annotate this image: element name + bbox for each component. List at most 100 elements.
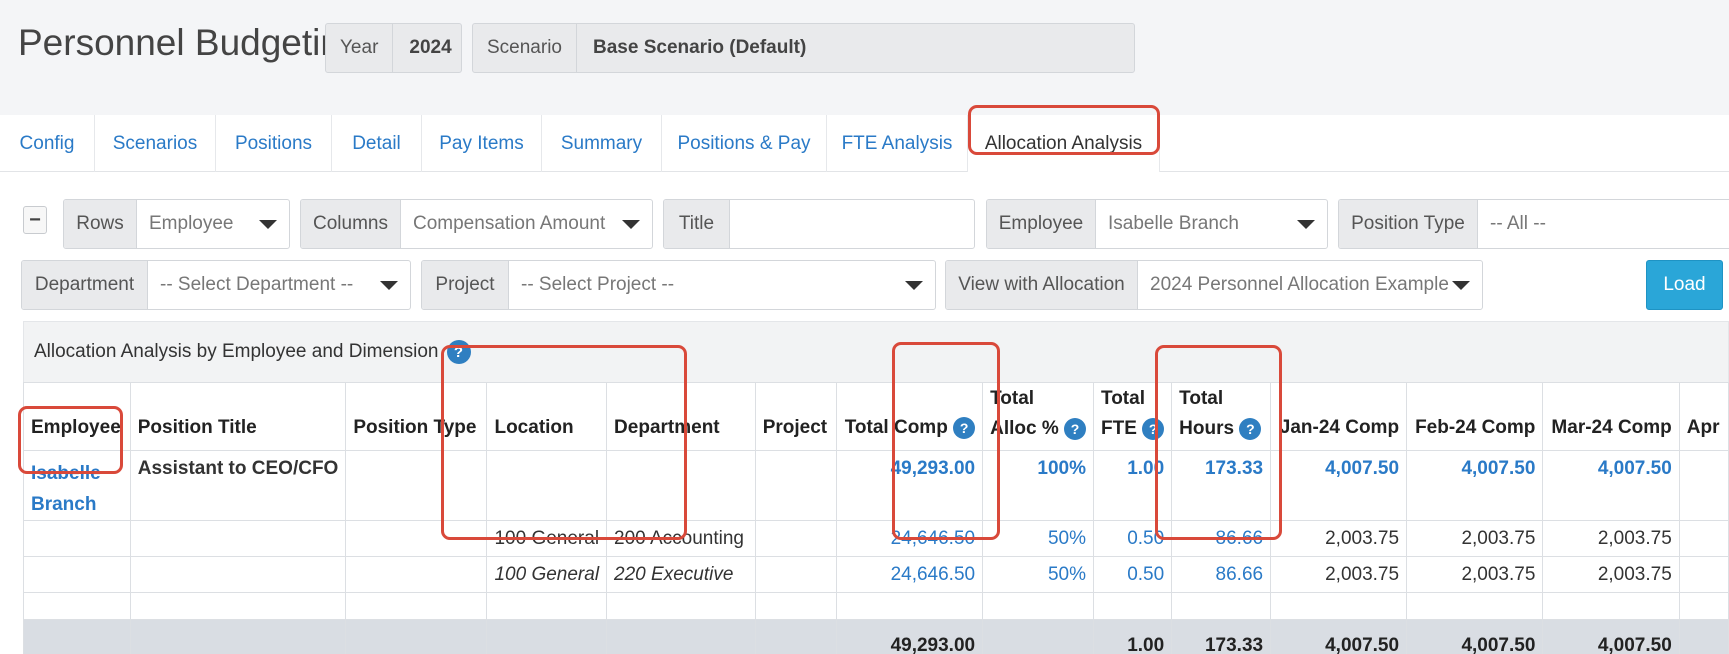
allocation-table: Employee Position Title Position Type Lo… xyxy=(23,382,1729,654)
tab-positions-pay[interactable]: Positions & Pay xyxy=(662,115,827,172)
title-input[interactable] xyxy=(730,200,974,248)
hours-cell[interactable]: 173.33 xyxy=(1171,450,1272,521)
fte-cell[interactable]: 1.00 xyxy=(1092,450,1173,521)
year-selector[interactable]: Year 2024 xyxy=(325,23,462,73)
blank-cell xyxy=(1270,592,1408,620)
allocation-value-text: 2024 Personnel Allocation Example xyxy=(1150,274,1449,295)
blank-cell xyxy=(1406,592,1544,620)
mar-cell: 2,003.75 xyxy=(1542,556,1680,593)
blank-cell xyxy=(606,592,756,620)
col-position-title[interactable]: Position Title xyxy=(129,382,347,451)
position-type-select[interactable]: Position Type -- All -- xyxy=(1338,199,1729,249)
feb-cell: 2,003.75 xyxy=(1406,556,1544,593)
columns-select[interactable]: Columns Compensation Amount xyxy=(300,199,653,249)
alloc-cell[interactable]: 50% xyxy=(982,520,1094,557)
chevron-down-icon xyxy=(380,281,398,290)
blank-cell xyxy=(836,592,984,620)
total-blank-cell xyxy=(606,619,756,654)
help-icon[interactable]: ? xyxy=(446,340,471,364)
col-total-hours[interactable]: Total Hours ? xyxy=(1171,382,1272,451)
total-comp-cell[interactable]: 49,293.00 xyxy=(836,450,984,521)
feb-total: 4,007.50 xyxy=(1406,619,1544,654)
fte-cell[interactable]: 0.50 xyxy=(1092,556,1173,593)
blank-cell xyxy=(982,592,1094,620)
help-icon[interactable]: ? xyxy=(1239,418,1262,440)
apr-total xyxy=(1678,619,1729,654)
totals-row: 49,293.00 1.00 173.33 4,007.50 4,007.50 … xyxy=(23,619,1729,654)
title-filter: Title xyxy=(663,199,975,249)
blank-cell xyxy=(1678,592,1729,620)
scenario-selector[interactable]: Scenario Base Scenario (Default) xyxy=(472,23,1135,73)
position-title-cell xyxy=(129,520,347,557)
alloc-cell[interactable]: 50% xyxy=(982,556,1094,593)
col-apr-comp[interactable]: Apr xyxy=(1678,382,1729,451)
department-value: -- Select Department -- xyxy=(148,261,410,309)
department-select[interactable]: Department -- Select Department -- xyxy=(21,260,411,310)
year-label: Year xyxy=(326,24,394,72)
col-total-comp[interactable]: Total Comp ? xyxy=(836,382,984,451)
blank-cell xyxy=(754,592,838,620)
blank-cell xyxy=(486,592,608,620)
col-total-alloc[interactable]: Total Alloc % ? xyxy=(982,382,1094,451)
project-select[interactable]: Project -- Select Project -- xyxy=(421,260,936,310)
employee-value: Isabelle Branch xyxy=(1096,200,1327,248)
chevron-down-icon xyxy=(1297,220,1315,229)
col-department[interactable]: Department xyxy=(606,382,756,451)
col-position-type[interactable]: Position Type xyxy=(345,382,488,451)
employee-first-name: Isabelle xyxy=(31,463,101,484)
jan-cell[interactable]: 4,007.50 xyxy=(1270,450,1408,521)
feb-cell[interactable]: 4,007.50 xyxy=(1406,450,1544,521)
title-label: Title xyxy=(664,200,730,248)
employee-link[interactable]: Isabelle Branch xyxy=(31,463,101,515)
col-feb-comp[interactable]: Feb-24 Comp xyxy=(1406,382,1544,451)
total-blank-cell xyxy=(486,619,608,654)
project-label: Project xyxy=(422,261,509,309)
tab-positions[interactable]: Positions xyxy=(216,115,332,172)
total-hours-total: 173.33 xyxy=(1171,619,1272,654)
tab-detail[interactable]: Detail xyxy=(332,115,422,172)
col-project[interactable]: Project xyxy=(754,382,838,451)
apr-cell xyxy=(1678,450,1729,521)
position-type-cell xyxy=(345,556,488,593)
col-employee[interactable]: Employee xyxy=(23,382,131,451)
col-location[interactable]: Location xyxy=(486,382,608,451)
table-row: 100 General 200 Accounting 24,646.50 50%… xyxy=(23,520,1729,557)
table-row: 100 General 220 Executive 24,646.50 50% … xyxy=(23,556,1729,593)
blank-cell xyxy=(1171,592,1272,620)
col-total-alloc-line1: Total xyxy=(990,388,1035,409)
columns-label: Columns xyxy=(301,200,401,248)
total-blank-cell xyxy=(345,619,488,654)
department-label: Department xyxy=(22,261,148,309)
hours-cell[interactable]: 86.66 xyxy=(1171,520,1272,557)
mar-cell[interactable]: 4,007.50 xyxy=(1542,450,1680,521)
tab-pay-items[interactable]: Pay Items xyxy=(422,115,542,172)
alloc-cell[interactable]: 100% xyxy=(982,450,1094,521)
employee-cell xyxy=(23,520,131,557)
employee-value-text: Isabelle Branch xyxy=(1108,213,1239,234)
location-cell: 100 General xyxy=(486,556,608,593)
col-total-fte-line1: Total xyxy=(1101,388,1145,409)
allocation-select[interactable]: View with Allocation 2024 Personnel Allo… xyxy=(945,260,1483,310)
employee-select[interactable]: Employee Isabelle Branch xyxy=(986,199,1328,249)
total-comp-cell[interactable]: 24,646.50 xyxy=(836,520,984,557)
hours-cell[interactable]: 86.66 xyxy=(1171,556,1272,593)
tab-scenarios[interactable]: Scenarios xyxy=(95,115,216,172)
col-total-fte[interactable]: Total FTE ? xyxy=(1092,382,1173,451)
tab-fte-analysis[interactable]: FTE Analysis xyxy=(827,115,968,172)
col-mar-comp[interactable]: Mar-24 Comp xyxy=(1542,382,1680,451)
help-icon[interactable]: ? xyxy=(953,417,976,439)
tab-config[interactable]: Config xyxy=(0,115,95,172)
col-total-fte-line2: FTE ? xyxy=(1101,414,1165,444)
collapse-filters-button[interactable]: − xyxy=(23,206,47,234)
help-icon[interactable]: ? xyxy=(1064,418,1086,440)
rows-select[interactable]: Rows Employee xyxy=(63,199,290,249)
col-total-comp-label: Total Comp xyxy=(844,417,948,438)
department-cell xyxy=(606,450,756,521)
help-icon[interactable]: ? xyxy=(1142,418,1165,440)
total-comp-cell[interactable]: 24,646.50 xyxy=(836,556,984,593)
fte-cell[interactable]: 0.50 xyxy=(1092,520,1173,557)
col-jan-comp[interactable]: Jan-24 Comp xyxy=(1270,382,1408,451)
tab-allocation-analysis[interactable]: Allocation Analysis xyxy=(968,115,1160,172)
tab-summary[interactable]: Summary xyxy=(542,115,662,172)
load-button[interactable]: Load xyxy=(1646,260,1723,310)
